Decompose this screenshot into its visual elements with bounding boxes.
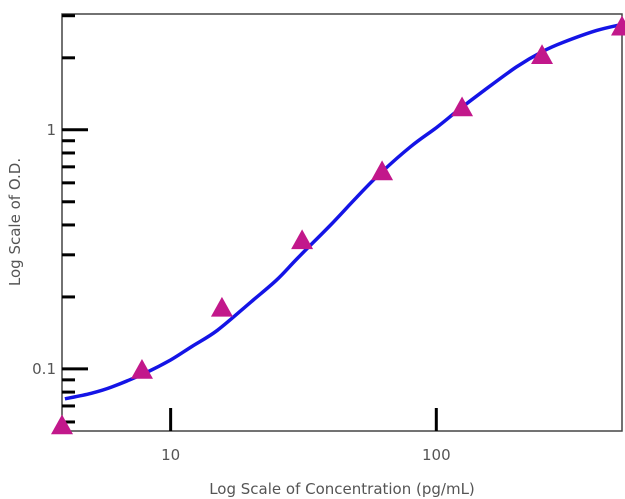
data-point [51,414,73,435]
data-point [130,358,153,379]
data-point [210,296,233,317]
y-tick-label: 0.1 [32,360,56,378]
x-tick-label: 100 [422,446,451,464]
y-tick-label: 1 [46,121,56,139]
data-point [291,229,314,250]
fitted-curve-line [64,22,623,401]
y-major-ticks [62,128,88,371]
y-axis-title: Log Scale of O.D. [6,158,24,286]
plot-frame [61,13,623,432]
data-points [51,15,625,435]
y-minor-ticks [62,14,75,424]
x-tick-labels: 10 100 [161,446,451,464]
y-tick-labels: 0.11 [32,121,56,378]
x-axis-title: Log Scale of Concentration (pg/mL) [209,480,475,498]
data-point [371,160,394,181]
x-major-ticks [169,408,438,431]
data-point [451,96,474,117]
data-point [611,15,625,36]
x-tick-label: 10 [161,446,180,464]
data-point [531,44,554,65]
